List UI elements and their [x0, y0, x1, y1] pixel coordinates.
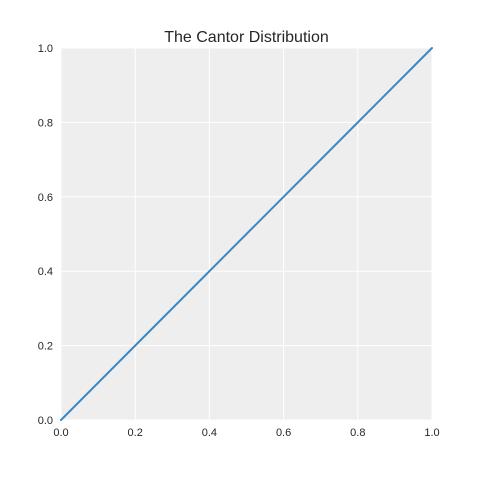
- series-line: [60, 47, 433, 421]
- x-tick-label: 0.4: [202, 427, 217, 439]
- y-tick-label: 0.2: [38, 341, 53, 353]
- y-tick-label: 0.8: [38, 117, 53, 129]
- x-tick-label: 0.0: [53, 427, 68, 439]
- x-axis-ticks: 0.0 0.2 0.4 0.6 0.8 1.0: [53, 427, 439, 439]
- y-tick-label: 0.6: [38, 192, 53, 204]
- y-axis-ticks: 0.0 0.2 0.4 0.6 0.8 1.0: [38, 43, 53, 427]
- series-layer: [60, 47, 433, 421]
- x-tick-label: 1.0: [424, 427, 439, 439]
- y-tick-label: 0.4: [38, 266, 53, 278]
- grid-lines: [60, 47, 433, 421]
- x-tick-label: 0.6: [276, 427, 291, 439]
- y-tick-label: 1.0: [38, 43, 53, 55]
- y-tick-label: 0.0: [38, 415, 53, 427]
- chart-title: The Cantor Distribution: [164, 29, 329, 46]
- x-tick-label: 0.8: [350, 427, 365, 439]
- x-tick-label: 0.2: [128, 427, 143, 439]
